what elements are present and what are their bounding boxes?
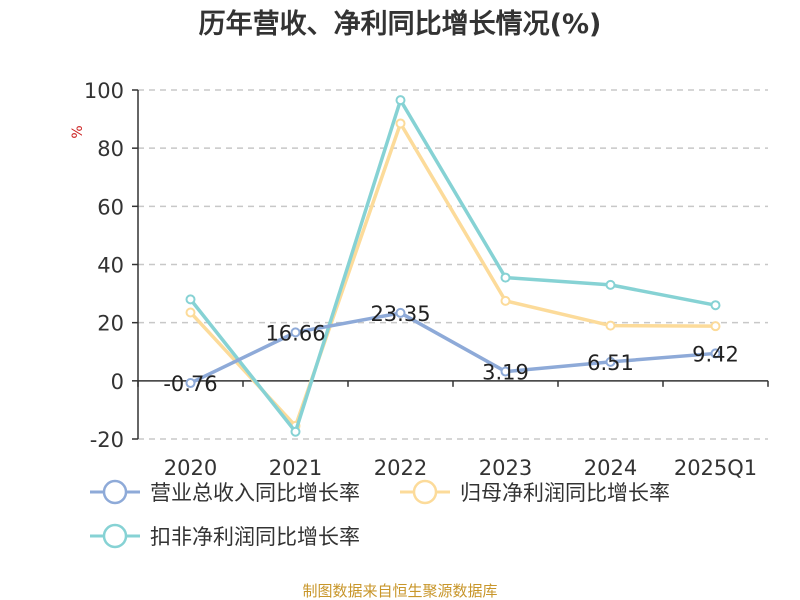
data-point: [395, 118, 406, 129]
x-tick-label: 2024: [584, 456, 637, 480]
data-point: [185, 307, 196, 318]
data-point: [290, 327, 301, 338]
series-line: [189, 311, 716, 385]
series-lines: [185, 95, 721, 437]
source-note: 制图数据来自恒生聚源数据库: [302, 582, 497, 600]
data-point: [500, 366, 511, 377]
legend-marker: [412, 479, 438, 505]
axes: [132, 89, 769, 440]
data-label: 6.51: [587, 351, 634, 375]
y-tick-labels: -20 0 20 40 60 80 100: [84, 79, 124, 452]
y-tick-label: 40: [97, 254, 124, 278]
data-point: [395, 307, 406, 318]
data-label: 23.35: [370, 302, 430, 326]
x-tick-label: 2022: [374, 456, 427, 480]
y-tick-label: -20: [90, 428, 124, 452]
y-tick-label: 60: [97, 195, 124, 219]
y-tick-label: 100: [84, 79, 124, 103]
data-point: [605, 320, 616, 331]
data-point: [185, 378, 196, 389]
data-point: [500, 272, 511, 283]
data-point: [290, 426, 301, 437]
legend-label: 营业总收入同比增长率: [150, 481, 360, 505]
data-point: [605, 356, 616, 367]
data-label: 16.66: [265, 321, 325, 345]
x-tick-label: 2020: [164, 456, 217, 480]
legend-marker: [102, 523, 128, 549]
y-tick-label: 20: [97, 312, 124, 336]
x-tick-labels: 2020 2021 2022 2023 2024 2025Q1: [164, 456, 757, 480]
chart-title: 历年营收、净利同比增长情况(%): [199, 8, 602, 40]
data-point: [710, 300, 721, 311]
legend-label: 归母净利润同比增长率: [460, 481, 670, 505]
y-axis-unit-label: %: [70, 125, 86, 138]
data-point: [185, 294, 196, 305]
data-point: [395, 95, 406, 106]
data-point: [605, 279, 616, 290]
grid-lines: [138, 89, 768, 440]
data-label: -0.76: [163, 372, 217, 396]
data-point: [710, 321, 721, 332]
legend-label: 扣非净利润同比增长率: [150, 525, 360, 549]
x-tick-label: 2025Q1: [674, 456, 757, 480]
y-tick-label: 80: [97, 137, 124, 161]
series-line: [189, 98, 716, 434]
data-labels: -0.76 16.66 23.35 3.19 6.51 9.42: [163, 302, 739, 396]
data-label: 9.42: [692, 342, 739, 366]
data-point: [500, 295, 511, 306]
y-tick-label: 0: [111, 370, 124, 394]
data-point: [710, 348, 721, 359]
x-tick-label: 2021: [269, 456, 322, 480]
x-tick-label: 2023: [479, 456, 532, 480]
legend-marker: [102, 479, 128, 505]
data-label: 3.19: [482, 361, 529, 385]
